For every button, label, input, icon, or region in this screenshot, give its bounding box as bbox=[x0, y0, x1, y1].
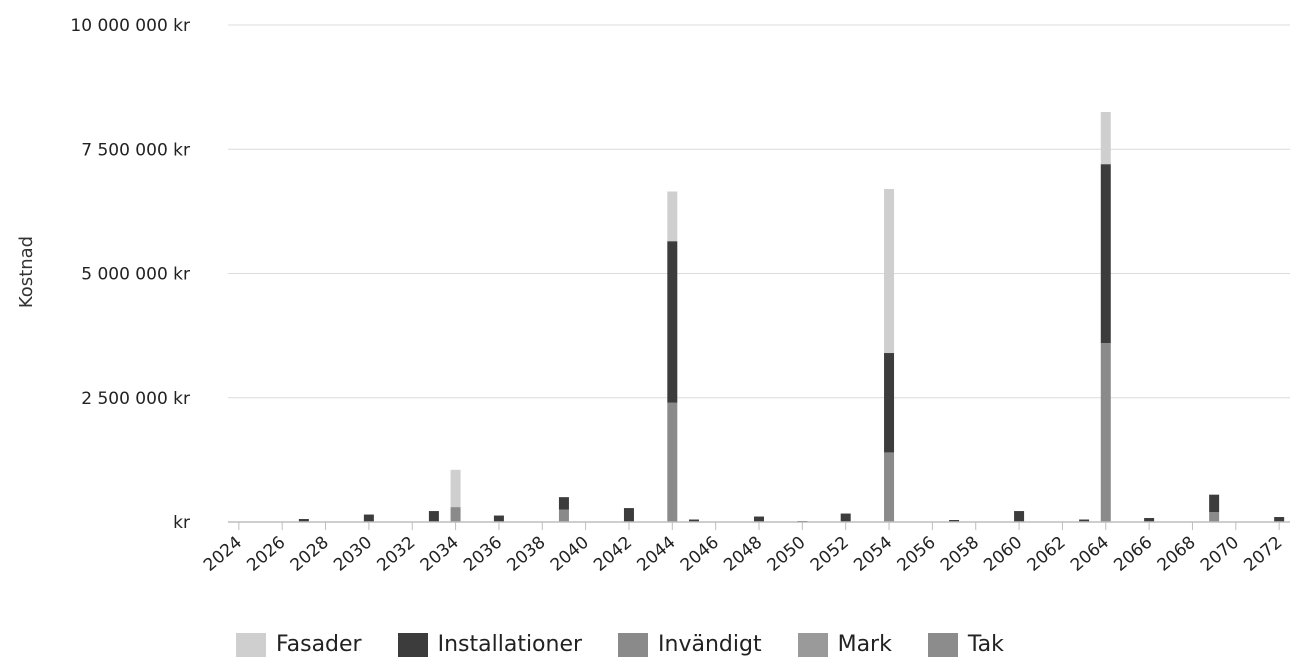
x-tick-label: 2038 bbox=[503, 533, 549, 576]
x-tick-label: 2060 bbox=[980, 533, 1026, 576]
bar-segment[interactable] bbox=[450, 507, 461, 522]
x-tick-label: 2064 bbox=[1067, 533, 1113, 576]
legend-swatch-tak bbox=[927, 632, 958, 657]
bar-segment[interactable] bbox=[840, 513, 851, 522]
legend-item-invandigt[interactable]: Invändigt bbox=[618, 632, 762, 657]
bar-segment[interactable] bbox=[667, 402, 678, 522]
bar-segment[interactable] bbox=[1209, 512, 1220, 522]
x-tick-label: 2054 bbox=[850, 533, 896, 576]
legend-label-installationer: Installationer bbox=[437, 632, 583, 657]
legend-label-tak: Tak bbox=[967, 632, 1004, 657]
legend-label-invandigt: Invändigt bbox=[658, 632, 762, 657]
x-tick-label: 2072 bbox=[1240, 533, 1286, 576]
x-axis bbox=[228, 521, 1290, 530]
x-tick-label: 2044 bbox=[634, 533, 680, 576]
x-tick-label: 2030 bbox=[330, 533, 376, 576]
x-tick-label: 2070 bbox=[1197, 533, 1243, 576]
bar-segment[interactable] bbox=[363, 514, 374, 522]
bar-segment[interactable] bbox=[667, 191, 678, 242]
bar-segment[interactable] bbox=[1209, 494, 1220, 513]
bar-segment[interactable] bbox=[1100, 343, 1111, 522]
bar-segment[interactable] bbox=[667, 241, 678, 403]
x-tick-label: 2036 bbox=[460, 533, 506, 576]
y-tick-label: 5 000 000 kr bbox=[81, 265, 190, 285]
y-tick-label: 7 500 000 kr bbox=[81, 140, 190, 160]
legend: Fasader Installationer Invändigt Mark Ta… bbox=[236, 632, 1004, 657]
bar-segment[interactable] bbox=[428, 511, 439, 522]
bar-segment[interactable] bbox=[754, 516, 764, 522]
x-tick-label: 2026 bbox=[243, 533, 289, 576]
bars bbox=[298, 111, 1285, 523]
bar-segment[interactable] bbox=[1274, 517, 1285, 522]
x-tick-label: 2046 bbox=[677, 533, 723, 576]
x-tick-label: 2052 bbox=[807, 533, 853, 576]
bar-segment[interactable] bbox=[450, 469, 461, 508]
bar-segment[interactable] bbox=[558, 509, 569, 522]
x-tick-label: 2058 bbox=[937, 533, 983, 576]
x-tick-label: 2024 bbox=[200, 533, 246, 576]
x-tick-label: 2040 bbox=[547, 533, 593, 576]
y-tick-label: 2 500 000 kr bbox=[81, 389, 190, 409]
x-tick-label: 2056 bbox=[894, 533, 940, 576]
legend-item-fasader[interactable]: Fasader bbox=[236, 632, 362, 657]
x-tick-label: 2048 bbox=[720, 533, 766, 576]
legend-label-mark: Mark bbox=[837, 632, 892, 657]
bar-segment[interactable] bbox=[884, 189, 895, 354]
legend-item-installationer[interactable]: Installationer bbox=[397, 632, 583, 657]
bar-segment[interactable] bbox=[493, 515, 504, 522]
x-tick-label: 2042 bbox=[590, 533, 636, 576]
bar-segment[interactable] bbox=[1100, 164, 1111, 344]
bar-segment[interactable] bbox=[558, 497, 569, 510]
bar-segment[interactable] bbox=[884, 353, 895, 453]
legend-label-fasader: Fasader bbox=[276, 632, 362, 657]
x-tick-label: 2068 bbox=[1154, 533, 1200, 576]
bar-segment[interactable] bbox=[298, 519, 309, 522]
legend-swatch-fasader bbox=[236, 632, 266, 657]
bar-segment[interactable] bbox=[1100, 111, 1111, 165]
y-tick-label: 10 000 000 kr bbox=[70, 16, 190, 36]
y-axis-label: Kostnad bbox=[16, 236, 37, 308]
x-tick-label: 2062 bbox=[1024, 533, 1070, 576]
x-tick-label: 2066 bbox=[1110, 533, 1156, 576]
legend-item-mark[interactable]: Mark bbox=[797, 632, 892, 657]
legend-swatch-mark bbox=[797, 632, 828, 657]
x-tick-label: 2032 bbox=[373, 533, 419, 576]
legend-item-tak[interactable]: Tak bbox=[927, 632, 1004, 657]
bar-segment[interactable] bbox=[1079, 519, 1090, 522]
bar-segment[interactable] bbox=[884, 452, 895, 522]
x-tick-label: 2028 bbox=[287, 533, 333, 576]
x-tick-label: 2034 bbox=[417, 533, 463, 576]
grid-lines bbox=[228, 24, 1290, 523]
y-tick-label: kr bbox=[173, 513, 190, 533]
bar-segment[interactable] bbox=[1144, 518, 1155, 522]
bar-segment[interactable] bbox=[949, 520, 960, 522]
bar-segment[interactable] bbox=[623, 508, 634, 522]
y-axis-tick-labels: kr 2 500 000 kr 5 000 000 kr 7 500 000 kr 10… bbox=[70, 16, 190, 533]
x-tick-label: 2050 bbox=[764, 533, 810, 576]
bar-segment[interactable] bbox=[688, 519, 699, 522]
legend-swatch-installationer bbox=[397, 632, 428, 657]
legend-swatch-invandigt bbox=[618, 632, 649, 657]
x-axis-tick-labels: 2024202620282030203220342036203820402042… bbox=[200, 533, 1286, 576]
bar-segment[interactable] bbox=[1014, 511, 1025, 522]
